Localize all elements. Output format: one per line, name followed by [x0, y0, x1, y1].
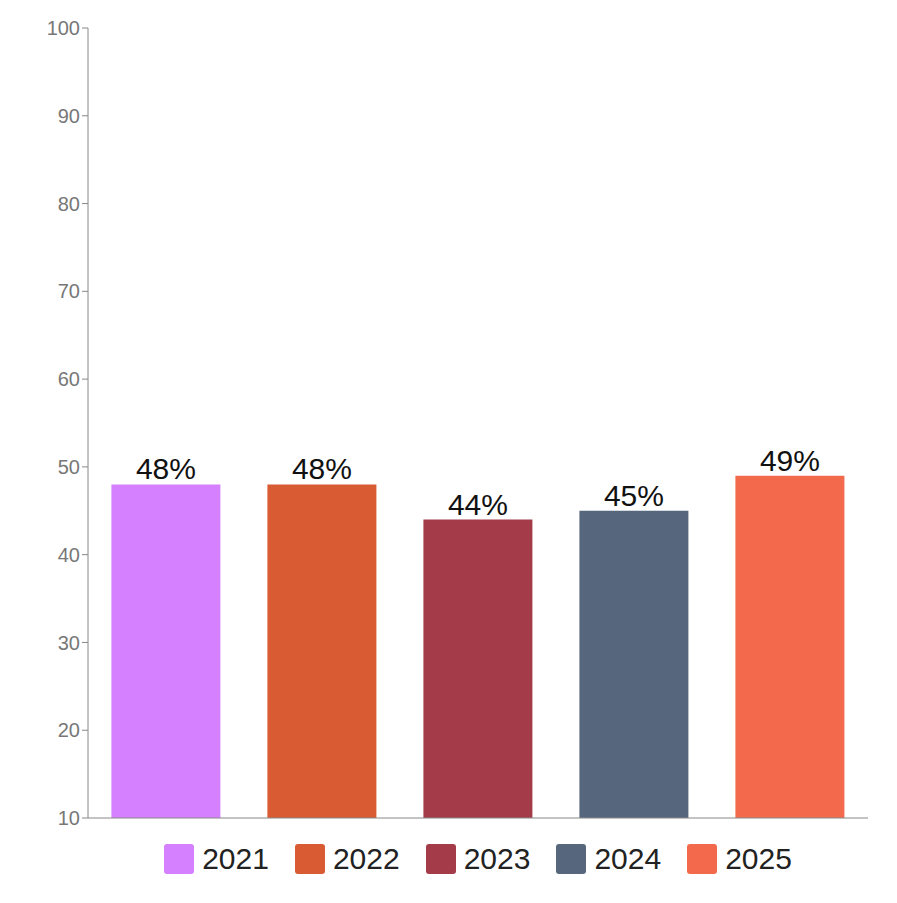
svg-text:30: 30 [58, 632, 80, 654]
html-text:2021: 2021 [202, 842, 269, 875]
svg-text:60: 60 [58, 368, 80, 390]
svg-text:20: 20 [58, 719, 80, 741]
svg-text:48%: 48% [292, 452, 352, 485]
svg-text:70: 70 [58, 280, 80, 302]
svg-text:10: 10 [58, 807, 80, 829]
svg-text:80: 80 [58, 193, 80, 215]
svg-text:40: 40 [58, 544, 80, 566]
svg-text:100: 100 [47, 17, 80, 39]
html-text:2025: 2025 [725, 842, 792, 875]
svg-text:44%: 44% [448, 488, 508, 521]
svg-text:49%: 49% [760, 444, 820, 477]
html-text:2023: 2023 [463, 842, 531, 875]
svg-text:45%: 45% [604, 479, 664, 512]
html-text:2024: 2024 [594, 842, 662, 875]
svg-text:90: 90 [58, 105, 80, 127]
svg-text:50: 50 [58, 456, 80, 478]
html-text:2022: 2022 [332, 842, 400, 875]
svg-text:48%: 48% [136, 452, 196, 485]
